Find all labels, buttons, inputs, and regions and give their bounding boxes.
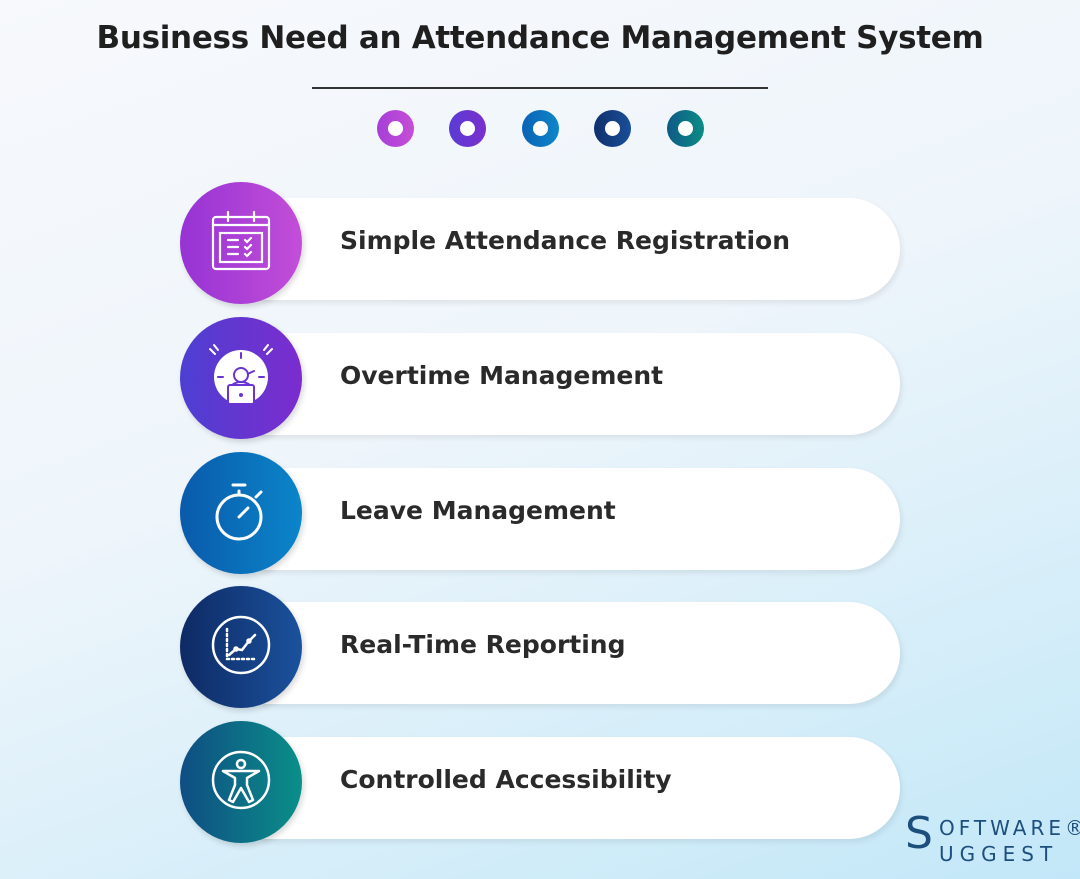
item-card bbox=[260, 198, 900, 300]
item-label: Real-Time Reporting bbox=[340, 630, 626, 659]
ring-dot bbox=[522, 110, 559, 147]
accessibility-icon bbox=[209, 748, 273, 816]
divider bbox=[312, 87, 768, 89]
calendar-checklist-icon bbox=[209, 209, 273, 277]
icon-circle bbox=[180, 586, 302, 708]
page-title: Business Need an Attendance Management S… bbox=[96, 20, 984, 56]
icon-circle bbox=[180, 317, 302, 439]
item-card bbox=[260, 333, 900, 435]
icon-circle bbox=[180, 182, 302, 304]
list-item: Real-Time Reporting bbox=[180, 586, 900, 708]
item-label: Simple Attendance Registration bbox=[340, 226, 790, 255]
icon-circle bbox=[180, 721, 302, 843]
item-card bbox=[260, 737, 900, 839]
logo-letter: S bbox=[905, 808, 933, 859]
ring-dot bbox=[667, 110, 704, 147]
item-label: Leave Management bbox=[340, 496, 616, 525]
list-item: Leave Management bbox=[180, 452, 900, 574]
item-label: Overtime Management bbox=[340, 361, 664, 390]
item-card bbox=[260, 602, 900, 704]
stopwatch-icon bbox=[209, 479, 273, 547]
logo-line-1: OFTWARE® bbox=[939, 816, 1080, 840]
ring-dot bbox=[377, 110, 414, 147]
ring-dot bbox=[594, 110, 631, 147]
logo-line-2: UGGEST bbox=[939, 842, 1059, 866]
list-item: Controlled Accessibility bbox=[180, 721, 900, 843]
item-card bbox=[260, 468, 900, 570]
chart-trend-icon bbox=[209, 613, 273, 681]
ring-dot bbox=[449, 110, 486, 147]
item-label: Controlled Accessibility bbox=[340, 765, 672, 794]
list-item: Simple Attendance Registration bbox=[180, 182, 900, 304]
clock-person-laptop-icon bbox=[206, 341, 276, 415]
list-item: Overtime Management bbox=[180, 317, 900, 439]
icon-circle bbox=[180, 452, 302, 574]
